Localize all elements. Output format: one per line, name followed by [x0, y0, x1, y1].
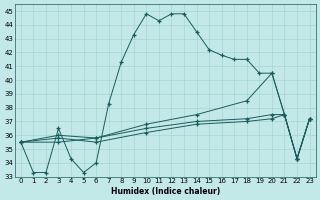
X-axis label: Humidex (Indice chaleur): Humidex (Indice chaleur) [111, 187, 220, 196]
